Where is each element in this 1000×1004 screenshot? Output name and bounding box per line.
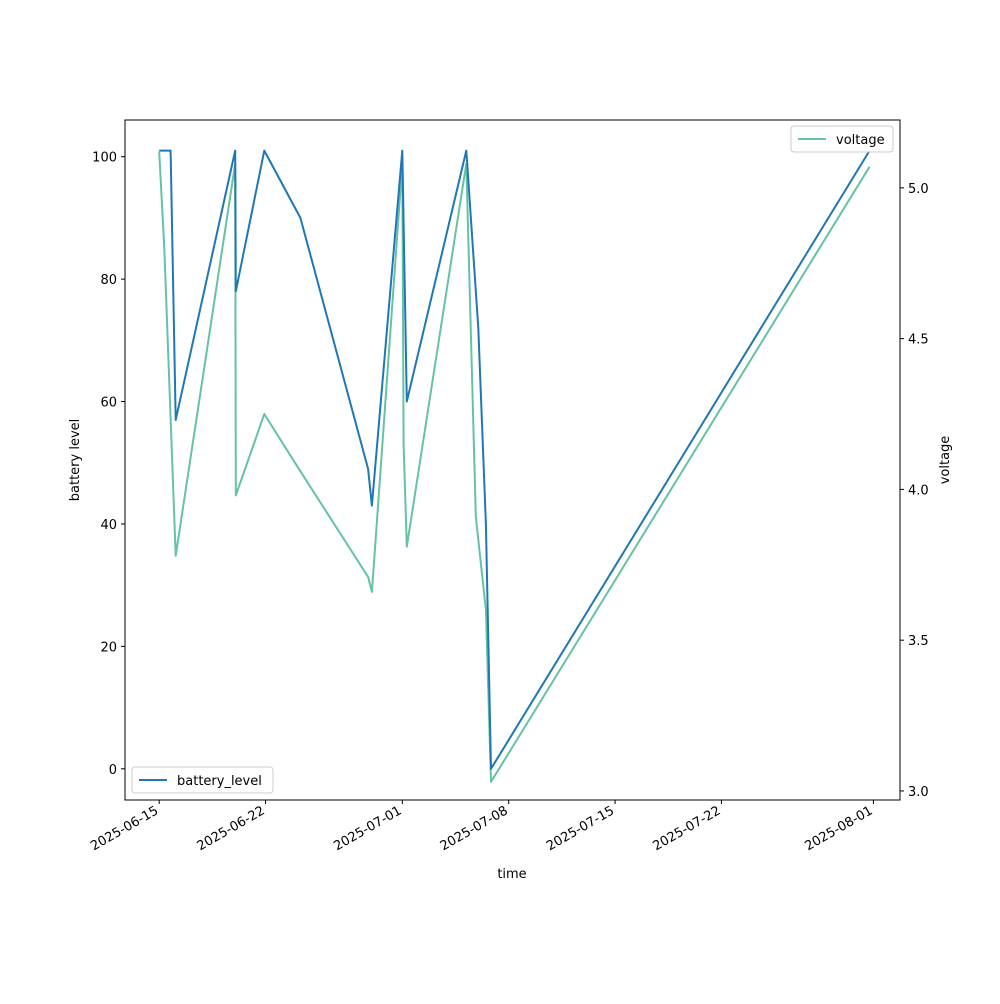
y-left-tick-label: 80 — [100, 273, 117, 288]
x-tick-label: 2025-07-22 — [651, 803, 724, 854]
x-tick-label: 2025-07-08 — [438, 803, 511, 854]
y-axis-left: 0 20 40 60 80 100 — [92, 151, 125, 778]
y-axis-left-label: battery level — [68, 419, 83, 502]
y-left-tick-label: 40 — [100, 518, 117, 533]
legend-battery-level-box — [131, 766, 274, 794]
y-left-tick-label: 60 — [100, 396, 117, 411]
x-tick-label: 2025-07-01 — [331, 803, 404, 854]
series-line-battery-level — [159, 149, 871, 770]
x-tick-label: 2025-07-15 — [544, 803, 617, 854]
legend-voltage-box — [790, 125, 894, 153]
x-tick-label: 2025-06-15 — [88, 803, 161, 854]
x-tick-label: 2025-06-22 — [195, 803, 268, 854]
plot-frame — [124, 119, 901, 801]
legend-voltage-label: voltage — [836, 133, 885, 148]
y-left-tick-label: 20 — [100, 640, 117, 655]
y-left-tick-label: 100 — [92, 151, 117, 166]
x-axis: 2025-06-15 2025-06-22 2025-07-01 2025-07-08… — [88, 800, 875, 854]
y-right-tick-label: 5.0 — [908, 182, 929, 197]
series-line-voltage — [158, 151, 871, 783]
y-right-tick-label: 3.5 — [908, 634, 929, 649]
legend-voltage: voltage — [790, 125, 894, 153]
plot-area — [158, 149, 871, 783]
y-right-tick-label: 4.5 — [908, 333, 929, 348]
y-axis-right-label: voltage — [938, 436, 953, 485]
x-tick-label: 2025-08-01 — [802, 803, 875, 854]
y-right-tick-label: 4.0 — [908, 483, 929, 498]
legend-battery-level: battery_level — [131, 766, 274, 794]
y-right-tick-label: 3.0 — [908, 785, 929, 800]
y-left-tick-label: 0 — [109, 763, 117, 778]
y-axis-right: 3.0 3.5 4.0 4.5 5.0 — [900, 182, 929, 800]
legend-battery-level-label: battery_level — [177, 774, 262, 789]
x-axis-label: time — [497, 867, 526, 882]
